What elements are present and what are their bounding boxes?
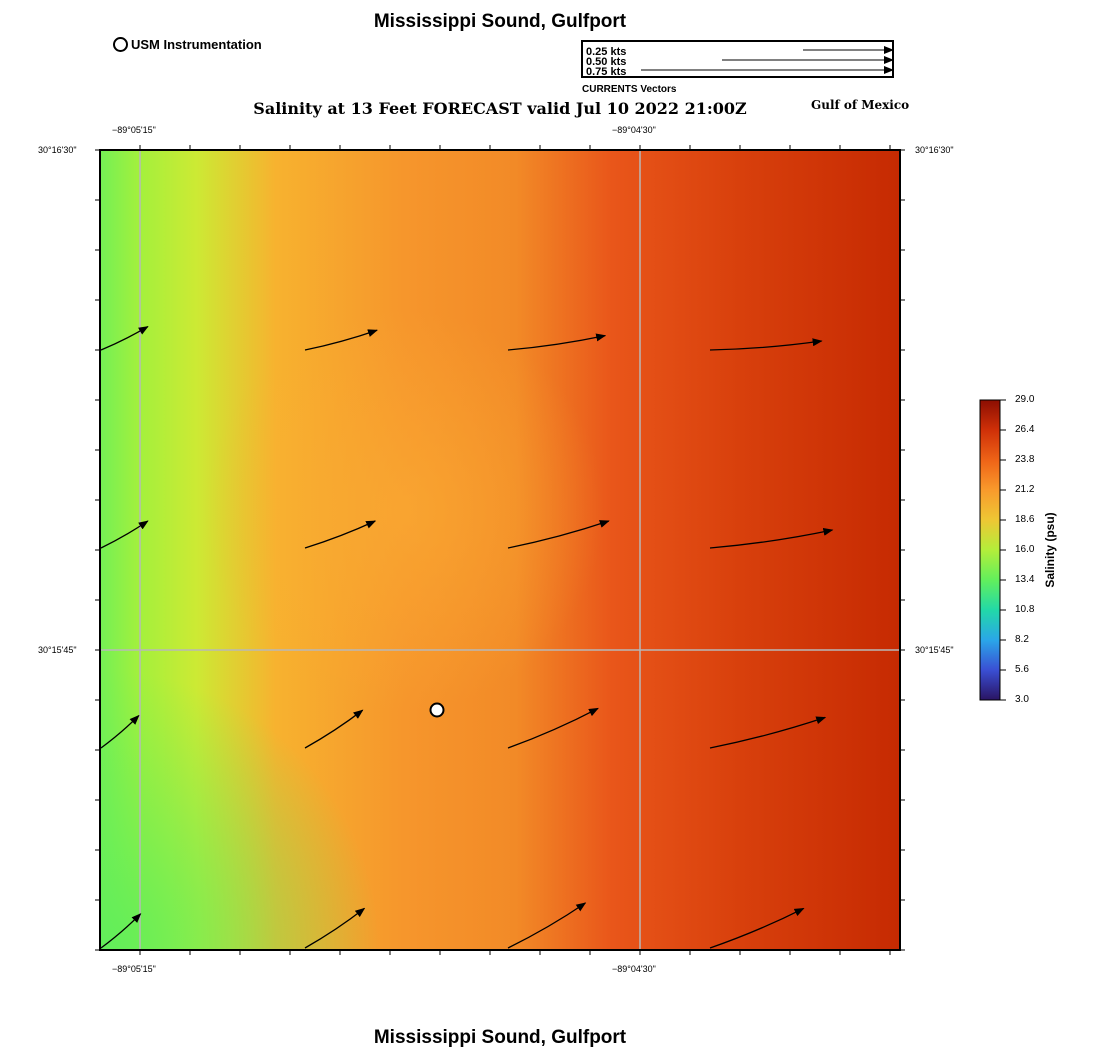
colorbar-title: Salinity (psu)	[1043, 512, 1057, 588]
current-vector-arrow	[507, 902, 587, 949]
colorbar-tick-label: 29.0	[1015, 394, 1035, 405]
region-label: Gulf of Mexico	[811, 98, 910, 112]
forecast-title: Salinity at 13 Feet FORECAST valid Jul 1…	[253, 99, 747, 118]
map-title-bottom: Mississippi Sound, Gulfport	[373, 1027, 627, 1048]
lat-tick-label: 30°16'30"	[915, 145, 954, 155]
station-marker-icon	[113, 37, 128, 52]
colorbar-tick-label: 21.2	[1015, 484, 1035, 495]
lon-tick-label: −89°04'30"	[612, 964, 656, 974]
colorbar	[979, 399, 1001, 701]
colorbar-tick-label: 16.0	[1015, 544, 1035, 555]
current-vector-arrow	[709, 716, 827, 749]
colorbar-tick-label: 26.4	[1015, 424, 1035, 435]
station-legend: USM Instrumentation	[113, 37, 262, 52]
vector-scale-label: 0.25 kts	[586, 46, 627, 58]
lat-tick-label: 30°15'45"	[915, 645, 954, 655]
current-vector-arrow	[709, 527, 834, 549]
salinity-field-corner	[100, 150, 900, 950]
current-vectors	[100, 326, 834, 949]
current-vector-arrow	[304, 520, 377, 549]
lon-tick-label: −89°05'15"	[112, 125, 156, 135]
vector-scale-label: 0.75 kts	[586, 66, 627, 78]
frame-ticks	[95, 145, 905, 955]
current-vector-arrow	[100, 714, 140, 749]
current-vector-arrow	[100, 913, 142, 949]
colorbar-tick-label: 23.8	[1015, 454, 1035, 465]
vector-scale-label: 0.50 kts	[586, 56, 627, 68]
lat-tick-label: 30°15'45"	[38, 645, 77, 655]
colorbar-tick-label: 3.0	[1015, 694, 1029, 705]
current-vector-arrow	[709, 338, 823, 351]
current-vector-arrow	[100, 520, 149, 549]
lat-tick-label: 30°16'30"	[38, 145, 77, 155]
lon-tick-label: −89°04'30"	[612, 125, 656, 135]
current-vector-arrow	[100, 326, 149, 351]
current-vector-arrow	[507, 520, 610, 549]
current-vector-arrow	[507, 707, 599, 749]
current-vector-arrow	[507, 333, 607, 351]
colorbar-tick-label: 18.6	[1015, 514, 1035, 525]
colorbar-tick-label: 8.2	[1015, 634, 1029, 645]
usm-station-marker	[429, 702, 445, 718]
colorbar-ticks	[1000, 399, 1006, 701]
colorbar-tick-label: 13.4	[1015, 574, 1035, 585]
current-vector-arrow	[304, 329, 378, 351]
vector-legend-caption: CURRENTS Vectors	[582, 84, 677, 95]
vector-scale-legend: 0.25 kts 0.50 kts 0.75 kts	[581, 40, 894, 78]
vector-legend-arrows	[641, 46, 894, 74]
colorbar-tick-label: 5.6	[1015, 664, 1029, 675]
current-vector-arrow	[304, 709, 364, 749]
graticule	[100, 150, 900, 950]
colorbar-tick-label: 10.8	[1015, 604, 1035, 615]
current-vector-arrow	[709, 907, 805, 949]
station-legend-label: USM Instrumentation	[131, 37, 262, 52]
current-vector-arrow	[304, 907, 366, 949]
lon-tick-label: −89°05'15"	[112, 964, 156, 974]
map-title-top: Mississippi Sound, Gulfport	[373, 11, 627, 32]
